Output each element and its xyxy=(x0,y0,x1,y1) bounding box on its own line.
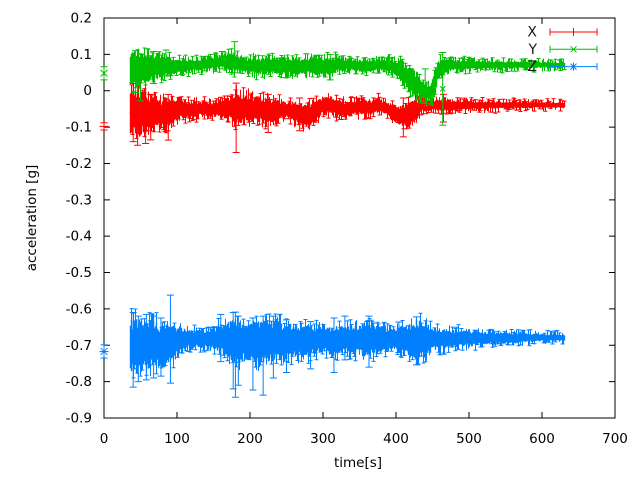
legend-label-x: X xyxy=(527,25,537,41)
x-tick-label: 500 xyxy=(456,431,482,447)
series-z-fuzz xyxy=(129,308,565,379)
legend-sample-x xyxy=(549,28,598,36)
series-z-initial-point xyxy=(99,344,109,359)
y-tick-label: -0.1 xyxy=(66,120,92,136)
y-axis-title: acceleration [g] xyxy=(24,165,40,272)
y-tick-label: -0.2 xyxy=(66,156,92,172)
legend-label-y: Y xyxy=(527,42,537,58)
y-tick-label: -0.7 xyxy=(66,338,92,354)
series-y-fuzz xyxy=(129,47,567,106)
series-y-errorbars xyxy=(131,41,447,126)
y-tick-label: 0.2 xyxy=(71,11,92,27)
plot-border xyxy=(103,17,616,419)
series-x-band xyxy=(129,90,566,137)
x-axis-title: time[s] xyxy=(334,455,382,471)
legend-label-z: Z xyxy=(527,59,537,75)
series-z-errorbars xyxy=(129,294,420,398)
x-tick-label: 600 xyxy=(529,431,555,447)
x-tick-label: 400 xyxy=(383,431,409,447)
y-tick-label: -0.9 xyxy=(66,411,92,427)
x-tick-label: 300 xyxy=(310,431,336,447)
series-z-band xyxy=(129,319,566,374)
legend-sample-z xyxy=(549,62,598,71)
y-tick-label: 0 xyxy=(83,83,92,99)
y-tick-label: -0.5 xyxy=(66,265,92,281)
y-tick-label: -0.6 xyxy=(66,301,92,317)
x-tick-label: 200 xyxy=(237,431,263,447)
y-tick-label: -0.8 xyxy=(66,374,92,390)
y-tick-label: -0.4 xyxy=(66,229,92,245)
x-tick-label: 700 xyxy=(602,431,628,447)
series-y-band xyxy=(129,53,566,101)
y-tick-label: -0.3 xyxy=(66,192,92,208)
x-tick-label: 100 xyxy=(164,431,190,447)
series-x-initial-point xyxy=(99,121,109,131)
axis-ticks xyxy=(103,17,616,419)
y-tick-label: 0.1 xyxy=(71,47,92,63)
x-tick-label: 0 xyxy=(100,431,109,447)
series-y-initial-point xyxy=(100,66,108,81)
legend-sample-y xyxy=(549,45,598,53)
